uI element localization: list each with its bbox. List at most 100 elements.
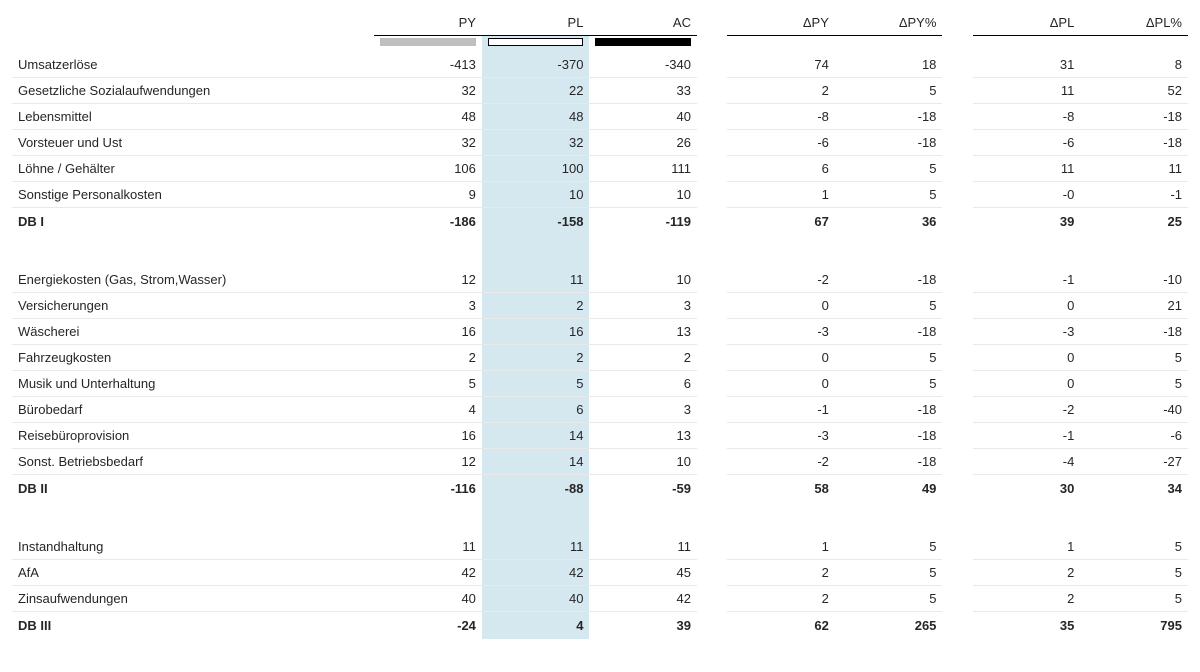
total-ac: -59 xyxy=(589,475,697,503)
table-row: Versicherungen32305021 xyxy=(12,293,1188,319)
total-dpl: 30 xyxy=(973,475,1081,503)
cell-pl: 5 xyxy=(482,371,590,397)
total-py: -116 xyxy=(374,475,482,503)
col-header-dpyp: ΔPY% xyxy=(835,10,943,36)
cell-dpy: 2 xyxy=(727,78,835,104)
cell-py: 106 xyxy=(374,156,482,182)
col-header-pl: PL xyxy=(482,10,590,36)
row-label: Energiekosten (Gas, Strom,Wasser) xyxy=(12,267,374,293)
table-row: Gesetzliche Sozialaufwendungen3222332511… xyxy=(12,78,1188,104)
cell-dpy: 74 xyxy=(727,52,835,78)
table-row: Fahrzeugkosten2220505 xyxy=(12,345,1188,371)
cell-pl: 6 xyxy=(482,397,590,423)
marker-ac xyxy=(595,38,691,46)
row-label: Zinsaufwendungen xyxy=(12,586,374,612)
total-dpy: 58 xyxy=(727,475,835,503)
cell-dplp: -40 xyxy=(1080,397,1188,423)
cell-ac: 11 xyxy=(589,534,697,560)
row-label: Musik und Unterhaltung xyxy=(12,371,374,397)
cell-ac: 13 xyxy=(589,319,697,345)
row-label: Reisebüroprovision xyxy=(12,423,374,449)
table-row: Energiekosten (Gas, Strom,Wasser)121110-… xyxy=(12,267,1188,293)
cell-dpyp: 18 xyxy=(835,52,943,78)
cell-dpyp: -18 xyxy=(835,130,943,156)
cell-py: 4 xyxy=(374,397,482,423)
cell-pl: 42 xyxy=(482,560,590,586)
row-label: Fahrzeugkosten xyxy=(12,345,374,371)
cell-pl: 40 xyxy=(482,586,590,612)
cell-dpl: 2 xyxy=(973,560,1081,586)
cell-dpl: 0 xyxy=(973,345,1081,371)
cell-dpy: 0 xyxy=(727,345,835,371)
cell-dpy: -1 xyxy=(727,397,835,423)
table-row: Sonst. Betriebsbedarf121410-2-18-4-27 xyxy=(12,449,1188,475)
cell-py: 11 xyxy=(374,534,482,560)
cell-dpyp: 5 xyxy=(835,182,943,208)
cell-dpy: -6 xyxy=(727,130,835,156)
total-dplp: 795 xyxy=(1080,612,1188,640)
cell-py: 42 xyxy=(374,560,482,586)
cell-pl: 2 xyxy=(482,345,590,371)
cell-dplp: 5 xyxy=(1080,586,1188,612)
row-label: Versicherungen xyxy=(12,293,374,319)
cell-dplp: 21 xyxy=(1080,293,1188,319)
cell-dpyp: -18 xyxy=(835,104,943,130)
cell-dpyp: 5 xyxy=(835,78,943,104)
cell-pl: 48 xyxy=(482,104,590,130)
cell-dpl: 2 xyxy=(973,586,1081,612)
total-dpl: 39 xyxy=(973,208,1081,236)
cell-pl: 100 xyxy=(482,156,590,182)
cell-dpl: -1 xyxy=(973,423,1081,449)
header-row: PY PL AC ΔPY ΔPY% ΔPL ΔPL% xyxy=(12,10,1188,36)
col-header-dplp: ΔPL% xyxy=(1080,10,1188,36)
cell-py: 12 xyxy=(374,267,482,293)
table-row: Sonstige Personalkosten9101015-0-1 xyxy=(12,182,1188,208)
cell-dplp: -1 xyxy=(1080,182,1188,208)
cell-py: 40 xyxy=(374,586,482,612)
cell-dplp: 5 xyxy=(1080,560,1188,586)
row-label: Sonst. Betriebsbedarf xyxy=(12,449,374,475)
cell-dplp: -18 xyxy=(1080,104,1188,130)
cell-dpyp: 5 xyxy=(835,293,943,319)
cell-dplp: 8 xyxy=(1080,52,1188,78)
cell-dpy: -8 xyxy=(727,104,835,130)
table-row: Lebensmittel484840-8-18-8-18 xyxy=(12,104,1188,130)
cell-dpyp: -18 xyxy=(835,449,943,475)
cell-dpl: 0 xyxy=(973,293,1081,319)
total-pl: -88 xyxy=(482,475,590,503)
total-py: -186 xyxy=(374,208,482,236)
cell-py: 2 xyxy=(374,345,482,371)
cell-ac: 10 xyxy=(589,267,697,293)
cell-ac: 13 xyxy=(589,423,697,449)
cell-pl: 2 xyxy=(482,293,590,319)
total-dplp: 34 xyxy=(1080,475,1188,503)
cell-py: 3 xyxy=(374,293,482,319)
cell-ac: -340 xyxy=(589,52,697,78)
cell-py: 16 xyxy=(374,319,482,345)
row-label: Bürobedarf xyxy=(12,397,374,423)
table-row: AfA4242452525 xyxy=(12,560,1188,586)
cell-dpl: -4 xyxy=(973,449,1081,475)
cell-dpy: 1 xyxy=(727,534,835,560)
col-header-py: PY xyxy=(374,10,482,36)
cell-py: -413 xyxy=(374,52,482,78)
total-ac: -119 xyxy=(589,208,697,236)
cell-py: 9 xyxy=(374,182,482,208)
row-label: Instandhaltung xyxy=(12,534,374,560)
cell-ac: 2 xyxy=(589,345,697,371)
cell-ac: 10 xyxy=(589,449,697,475)
cell-ac: 42 xyxy=(589,586,697,612)
table-row: Umsatzerlöse-413-370-3407418318 xyxy=(12,52,1188,78)
cell-py: 5 xyxy=(374,371,482,397)
total-label: DB I xyxy=(12,208,374,236)
col-header-ac: AC xyxy=(589,10,697,36)
cell-dpy: 0 xyxy=(727,293,835,319)
financial-table: PY PL AC ΔPY ΔPY% ΔPL ΔPL% Umsatzerlöse-… xyxy=(12,10,1188,639)
cell-ac: 40 xyxy=(589,104,697,130)
cell-dpy: 1 xyxy=(727,182,835,208)
cell-pl: -370 xyxy=(482,52,590,78)
cell-dplp: 52 xyxy=(1080,78,1188,104)
col-header-dpy: ΔPY xyxy=(727,10,835,36)
total-row: DB I-186-158-11967363925 xyxy=(12,208,1188,236)
cell-dpy: 2 xyxy=(727,560,835,586)
